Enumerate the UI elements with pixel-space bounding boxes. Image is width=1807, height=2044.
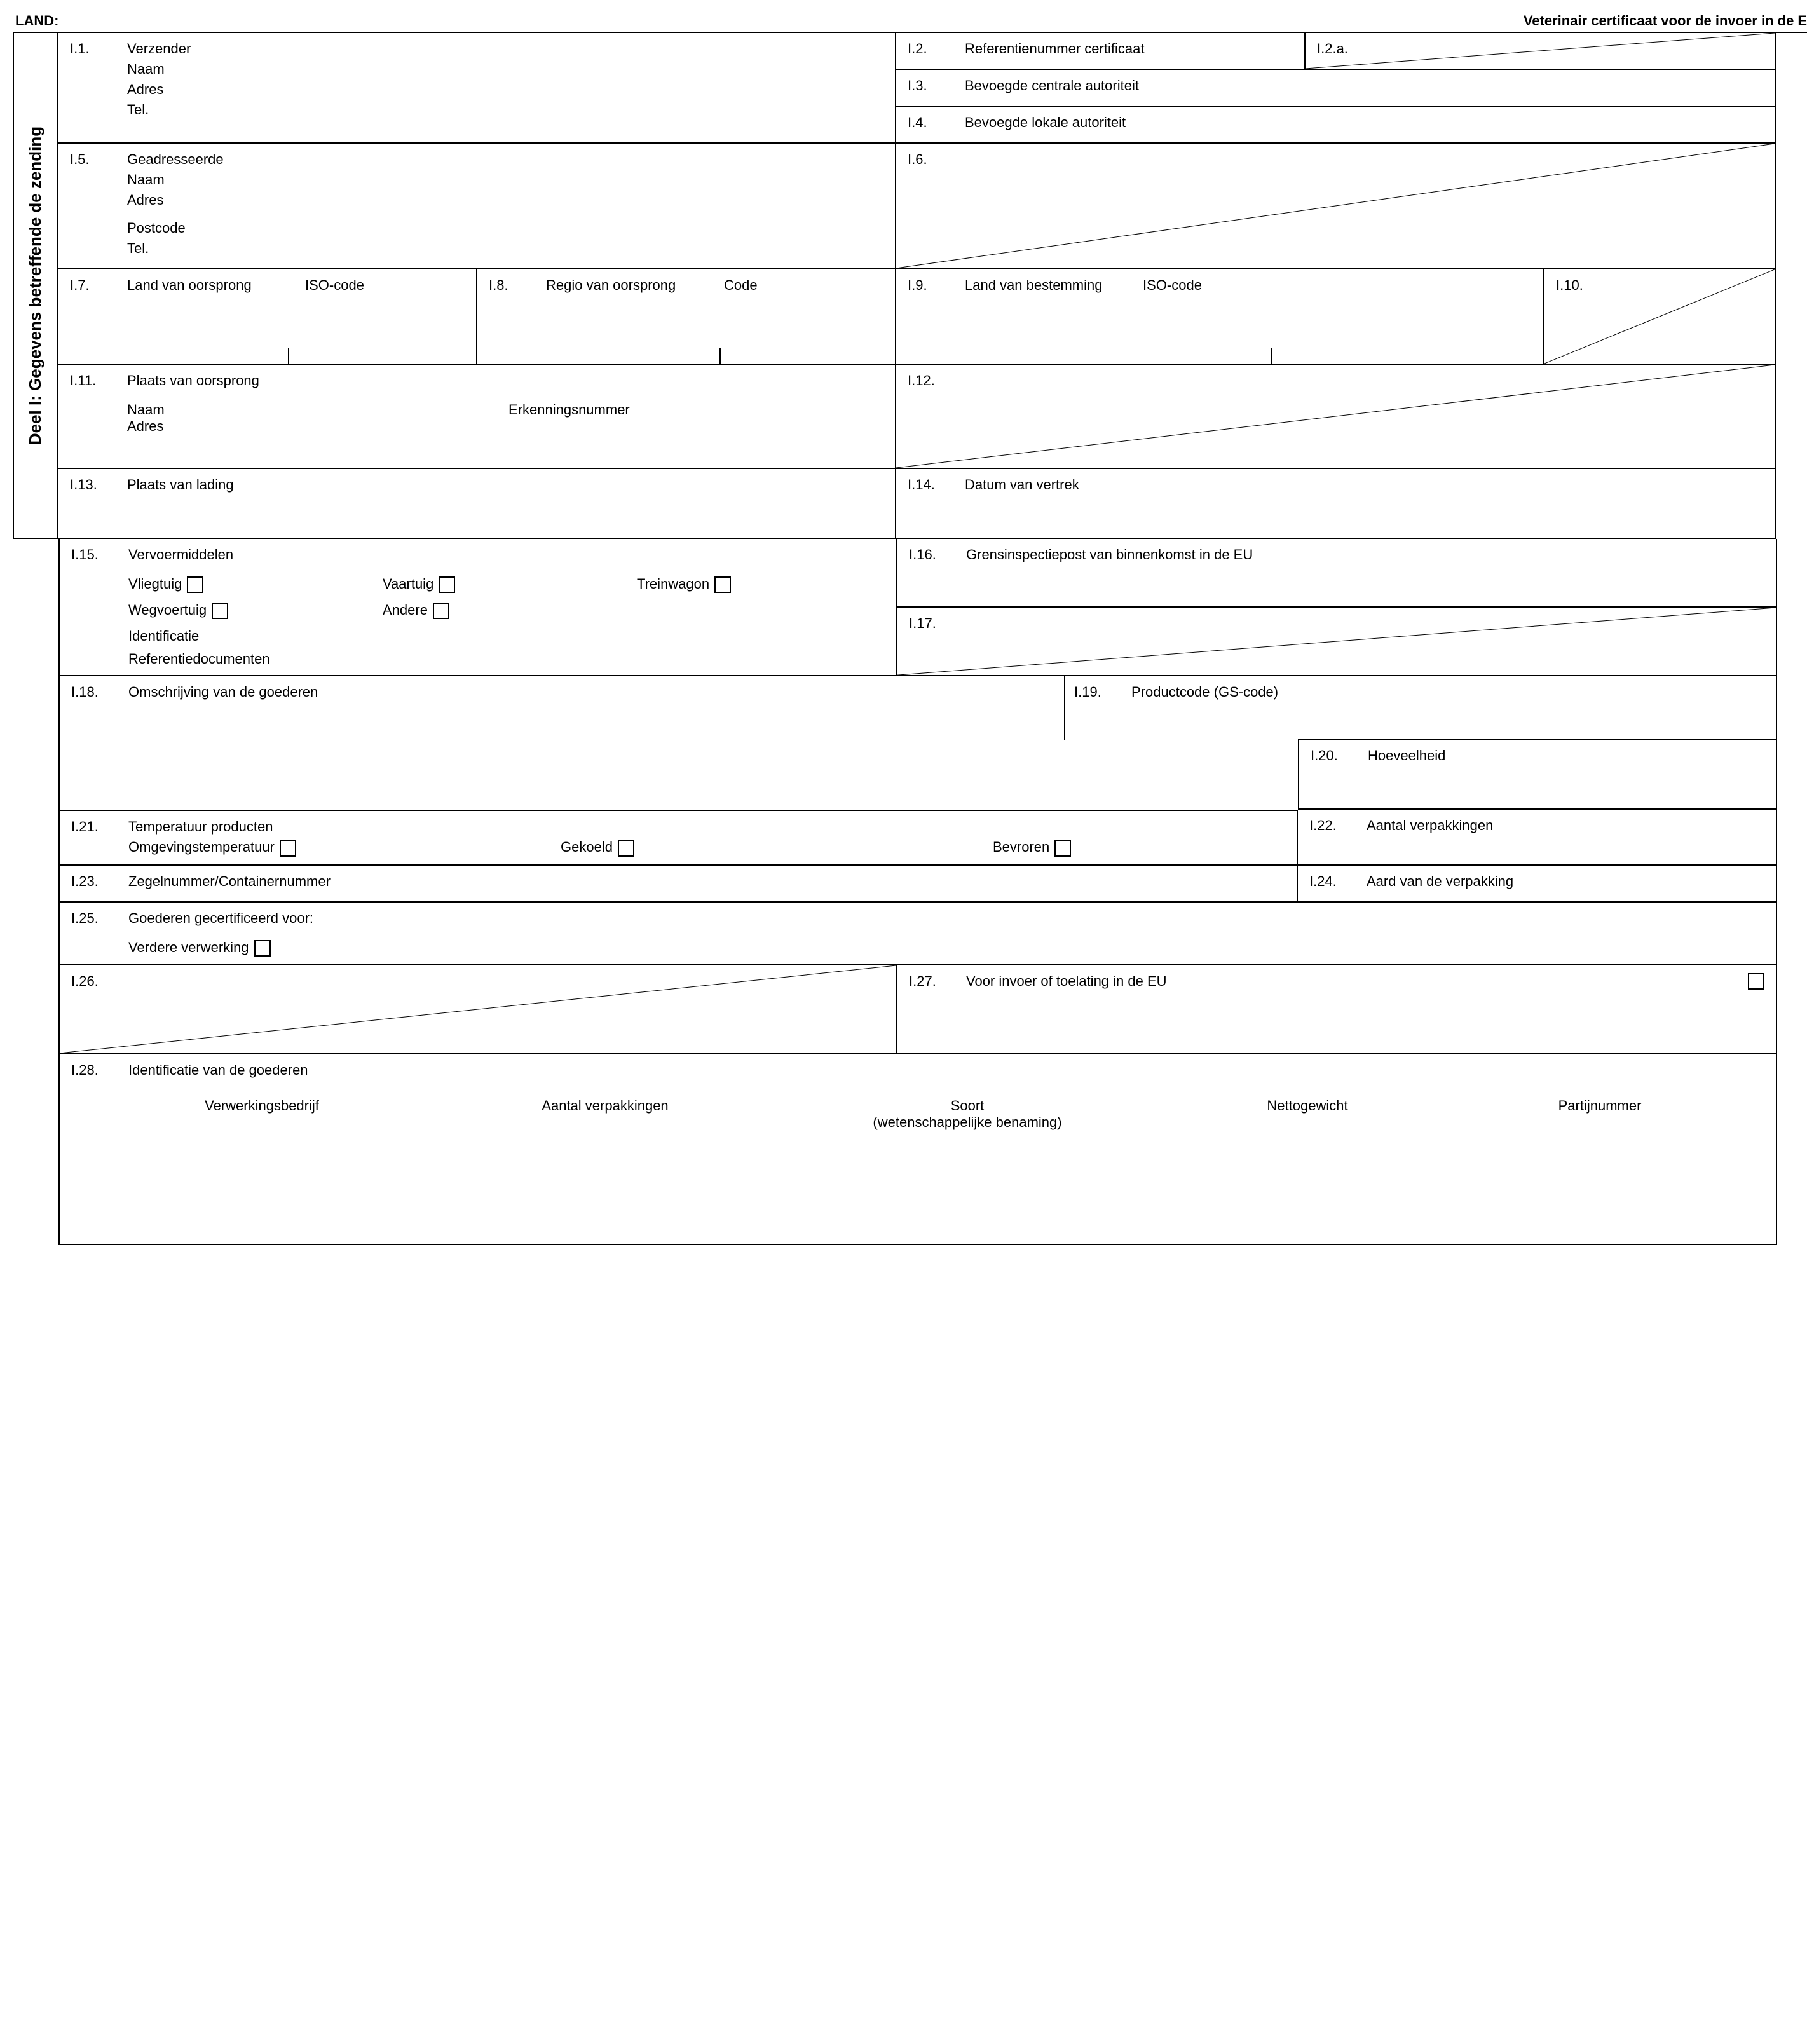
box-i3: I.3.Bevoegde centrale autoriteit	[896, 70, 1776, 107]
box-i19: I.19.Productcode (GS-code)	[1298, 676, 1777, 740]
box-i5: I.5.Geadresseerde Naam Adres Postcode Te…	[58, 144, 896, 269]
box-i4: I.4.Bevoegde lokale autoriteit	[896, 107, 1776, 144]
col-plant: Verwerkingsbedrijf	[90, 1098, 433, 1131]
checkbox-other[interactable]	[433, 603, 449, 619]
box-i25: I.25.Goederen gecertificeerd voor: Verde…	[58, 903, 1777, 965]
box-i10: I.10.	[1544, 269, 1776, 365]
box-i21: I.21.Temperatuur producten Omgevingstemp…	[58, 810, 1298, 865]
part1-sidebar: Deel I: Gegevens betreffende de zending	[14, 33, 58, 539]
checkbox-airplane[interactable]	[187, 576, 203, 593]
box-i14: I.14.Datum van vertrek	[896, 469, 1776, 539]
box-i13: I.13.Plaats van lading	[58, 469, 896, 539]
box-i28: I.28.Identificatie van de goederen Verwe…	[58, 1054, 1777, 1245]
checkbox-chilled[interactable]	[618, 840, 634, 857]
box-i15: I.15.Vervoermiddelen Vliegtuig Vaartuig …	[58, 539, 897, 676]
checkbox-import-eu[interactable]	[1748, 973, 1764, 990]
checkbox-frozen[interactable]	[1054, 840, 1071, 857]
header-row: LAND: Veterinair certificaat voor de inv…	[13, 13, 1807, 29]
box-i16: I.16.Grensinspectiepost van binnenkomst …	[897, 539, 1777, 608]
checkbox-ship[interactable]	[439, 576, 455, 593]
box-i23: I.23.Zegelnummer/Containernummer	[58, 866, 1298, 903]
box-i7: I.7. Land van oorsprong ISO-code	[58, 269, 477, 365]
box-i24: I.24.Aard van de verpakking	[1298, 866, 1777, 903]
header-land: LAND:	[15, 13, 58, 29]
col-batch: Partijnummer	[1457, 1098, 1743, 1131]
box-i11: I.11.Plaats van oorsprong Naam Adres Erk…	[58, 365, 896, 469]
checkbox-ambient[interactable]	[280, 840, 296, 857]
box-i2a: I.2.a.	[1306, 33, 1776, 70]
box-i6: I.6.	[896, 144, 1776, 269]
box-i9: I.9. Land van bestemming ISO-code	[896, 269, 1544, 365]
col-packages: Aantal verpakkingen	[433, 1098, 777, 1131]
checkbox-further-processing[interactable]	[254, 940, 271, 957]
box-i20: I.20.Hoeveelheid	[1298, 740, 1777, 810]
box-i26: I.26.	[58, 965, 897, 1054]
col-species: Soort (wetenschappelijke benaming)	[777, 1098, 1158, 1131]
checkbox-rail[interactable]	[714, 576, 731, 593]
box-i12: I.12.	[896, 365, 1776, 469]
box-i8: I.8. Regio van oorsprong Code	[477, 269, 896, 365]
col-netweight: Nettogewicht	[1158, 1098, 1457, 1131]
box-i2: I.2.Referentienummer certificaat	[896, 33, 1306, 70]
header-title: Veterinair certificaat voor de invoer in…	[1524, 13, 1807, 29]
box-i17: I.17.	[897, 608, 1777, 676]
checkbox-road[interactable]	[212, 603, 228, 619]
box-i1: I.1.Verzender Naam Adres Tel.	[58, 33, 896, 144]
box-i22: I.22.Aantal verpakkingen	[1298, 810, 1777, 865]
box-i27: I.27. Voor invoer of toelating in de EU	[897, 965, 1777, 1054]
